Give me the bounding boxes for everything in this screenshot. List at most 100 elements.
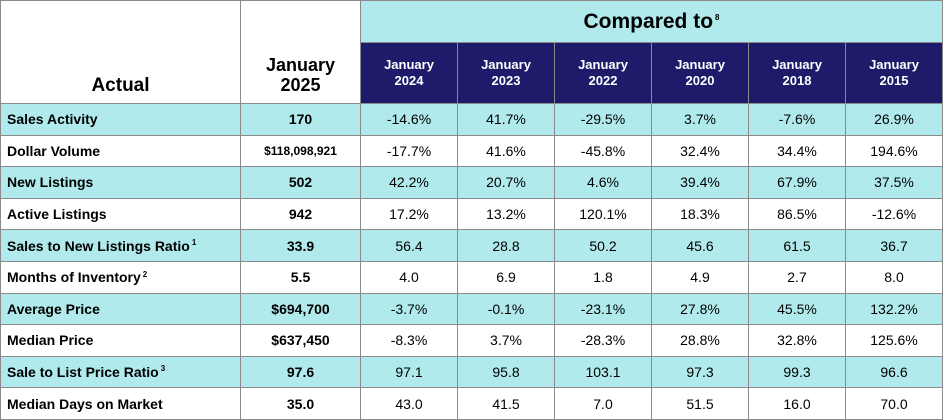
comparison-value: 86.5% (748, 197, 846, 231)
comparison-value: 39.4% (651, 166, 749, 199)
comparison-value: -0.1% (457, 292, 555, 326)
row-label-text: Sale to List Price Ratio (7, 364, 159, 381)
comparison-value: 20.7% (457, 166, 555, 199)
row-label: Sales to New Listings Ratio 1 (0, 229, 241, 262)
row-label-text: Active Listings (7, 206, 107, 223)
row-label-text: New Listings (7, 174, 94, 191)
table-row: New Listings 502 42.2% 20.7% 4.6% 39.4% 67.9% 3… (0, 166, 943, 199)
comparison-value: 18.3% (651, 197, 749, 231)
comparison-value: 67.9% (748, 166, 846, 199)
comparison-value: 3.7% (457, 324, 555, 357)
current-value: $118,098,921 (240, 134, 361, 168)
row-label: Sale to List Price Ratio 3 (0, 355, 241, 389)
comparison-value: 56.4 (360, 229, 458, 262)
comparison-value: 41.6% (457, 134, 555, 168)
comparison-value: 97.3 (651, 355, 749, 389)
comparison-value: 28.8 (457, 229, 555, 262)
comparison-value: 45.5% (748, 292, 846, 326)
comparison-value: -14.6% (360, 103, 458, 136)
comparison-period-month: January (675, 57, 725, 72)
row-label-text: Sales Activity (7, 111, 98, 128)
comparison-value: 120.1% (554, 197, 652, 231)
row-label: New Listings (0, 166, 241, 199)
comparison-value: 97.1 (360, 355, 458, 389)
comparison-value: -3.7% (360, 292, 458, 326)
comparison-period-year: 2018 (782, 73, 812, 88)
comparison-period-month: January (869, 57, 919, 72)
comparison-value: -28.3% (554, 324, 652, 357)
comparison-value: 45.6 (651, 229, 749, 262)
comparison-value: 13.2% (457, 197, 555, 231)
table-row: Sale to List Price Ratio 3 97.6 97.1 95.8 103… (0, 355, 943, 389)
current-value: 502 (240, 166, 361, 199)
row-label: Median Price (0, 324, 241, 357)
comparison-value: 103.1 (554, 355, 652, 389)
comparison-value: 6.9 (457, 260, 555, 294)
row-label: Average Price (0, 292, 241, 326)
row-label: Active Listings (0, 197, 241, 231)
comparison-value: -17.7% (360, 134, 458, 168)
table-row: Median Price $637,450 -8.3% 3.7% -28.3% 28.8%… (0, 324, 943, 357)
row-footnote: 3 (160, 364, 166, 374)
row-label-text: Average Price (7, 300, 100, 317)
comparison-value: 41.5 (457, 387, 555, 420)
header-row-top: Actual January 2025 Compared to 8 (0, 0, 943, 104)
table-row: Months of Inventory 2 5.5 4.0 6.9 1.8 4.9 2.7 8.… (0, 260, 943, 294)
comparison-value: 61.5 (748, 229, 846, 262)
comparison-period-year: 2022 (588, 73, 618, 88)
actual-header: Actual (0, 0, 241, 104)
comparison-period-month: January (772, 57, 822, 72)
current-value: 170 (240, 103, 361, 136)
row-label-text: Sales to New Listings Ratio (7, 237, 190, 254)
comparison-value: 132.2% (845, 292, 943, 326)
comparison-period-2023: January 2023 (457, 42, 555, 104)
current-value: 942 (240, 197, 361, 231)
table-row: Average Price $694,700 -3.7% -0.1% -23.1% 27.… (0, 292, 943, 326)
comparison-value: 7.0 (554, 387, 652, 420)
comparison-period-year: 2015 (879, 73, 909, 88)
comparison-value: 17.2% (360, 197, 458, 231)
table-row: Sales to New Listings Ratio 1 33.9 56.4 28.8… (0, 229, 943, 262)
row-label: Sales Activity (0, 103, 241, 136)
comparison-value: -23.1% (554, 292, 652, 326)
comparison-period-2022: January 2022 (554, 42, 652, 104)
row-label-text: Median Price (7, 332, 94, 349)
current-value: 5.5 (240, 260, 361, 294)
comparison-value: 32.8% (748, 324, 846, 357)
comparison-period-2015: January 2015 (845, 42, 943, 104)
comparison-value: 36.7 (845, 229, 943, 262)
compared-to-footnote: 8 (715, 12, 720, 22)
actual-label: Actual (91, 75, 150, 96)
current-value: 33.9 (240, 229, 361, 262)
row-label: Months of Inventory 2 (0, 260, 241, 294)
comparison-value: 4.6% (554, 166, 652, 199)
row-label: Dollar Volume (0, 134, 241, 168)
comparison-value: 26.9% (845, 103, 943, 136)
comparison-value: 51.5 (651, 387, 749, 420)
comparison-period-month: January (384, 57, 434, 72)
table-row: Dollar Volume $118,098,921 -17.7% 41.6% -45.… (0, 134, 943, 168)
comparison-value: 32.4% (651, 134, 749, 168)
current-period-month: January (265, 55, 336, 75)
current-period-header: January 2025 (240, 0, 361, 104)
comparison-value: 194.6% (845, 134, 943, 168)
comparison-period-month: January (578, 57, 628, 72)
comparison-value: 43.0 (360, 387, 458, 420)
comparison-value: 4.0 (360, 260, 458, 294)
table-row: Active Listings 942 17.2% 13.2% 120.1% 18.3% 8… (0, 197, 943, 231)
current-value: 97.6 (240, 355, 361, 389)
comparison-value: 70.0 (845, 387, 943, 420)
comparison-value: 27.8% (651, 292, 749, 326)
comparison-value: -7.6% (748, 103, 846, 136)
comparison-value: 3.7% (651, 103, 749, 136)
comparison-value: 96.6 (845, 355, 943, 389)
row-footnote: 1 (191, 238, 197, 248)
row-label-text: Median Days on Market (7, 395, 163, 412)
comparison-value: 28.8% (651, 324, 749, 357)
comparison-period-year: 2023 (491, 73, 521, 88)
row-label-text: Months of Inventory (7, 269, 141, 286)
comparison-value: -8.3% (360, 324, 458, 357)
comparison-period-2020: January 2020 (651, 42, 749, 104)
comparison-value: 4.9 (651, 260, 749, 294)
